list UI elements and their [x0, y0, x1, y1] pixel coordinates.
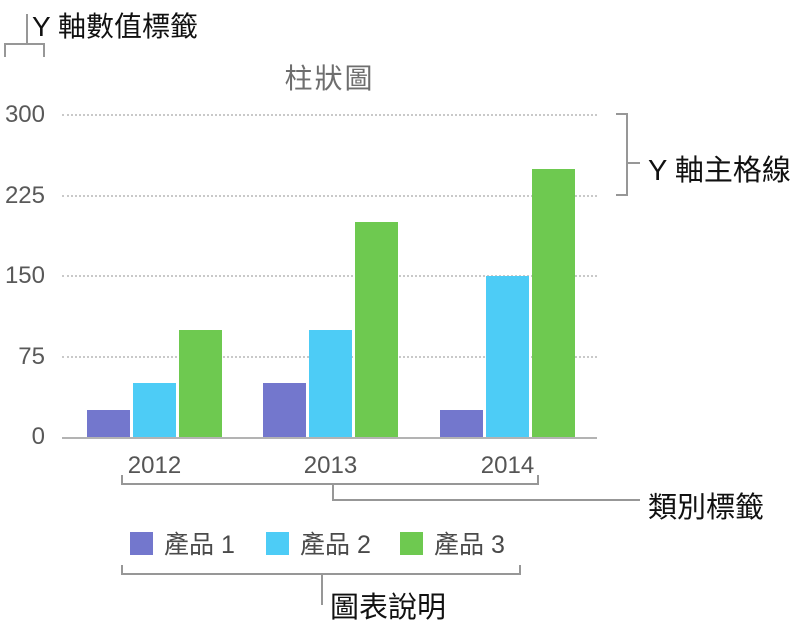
bar	[309, 329, 352, 437]
y-axis-tick-label: 75	[18, 342, 45, 370]
chart-title: 柱狀圖	[284, 63, 375, 94]
annotation-chart-legend: 圖表說明	[330, 592, 447, 624]
y-major-gridline	[62, 275, 597, 277]
bar	[179, 329, 222, 437]
bar	[133, 383, 176, 437]
x-axis-category-label: 2013	[303, 452, 358, 479]
x-axis-line	[62, 437, 597, 439]
y-major-gridline	[62, 194, 597, 197]
bar	[87, 410, 130, 437]
legend-label: 產品 1	[164, 531, 235, 559]
y-major-gridline	[62, 114, 597, 116]
x-axis-category-label: 2012	[127, 452, 182, 479]
annotation-category-labels: 類別標籤	[648, 492, 765, 524]
y-axis-tick-label: 300	[4, 101, 45, 128]
legend-item: 產品 1	[130, 525, 235, 561]
x-axis-category-label: 2014	[480, 452, 535, 479]
legend-swatch	[400, 531, 423, 555]
legend-label: 產品 3	[434, 531, 505, 559]
y-gridline-bracket	[616, 113, 640, 196]
bar	[486, 276, 529, 437]
annotation-y-axis-major-gridlines: Y 軸主格線	[648, 155, 790, 187]
bar	[532, 168, 575, 437]
bar	[355, 222, 398, 437]
y-axis-tick-label: 225	[4, 181, 45, 209]
y-axis-tick-label: 150	[4, 262, 45, 289]
bar	[440, 410, 483, 437]
legend-item: 產品 2	[266, 525, 371, 561]
legend-swatch	[266, 531, 289, 555]
legend-swatch	[130, 531, 153, 555]
legend-bracket	[121, 565, 521, 605]
bar	[263, 383, 306, 437]
annotation-y-axis-value-labels: Y 軸數值標籤	[32, 11, 198, 42]
legend-label: 產品 2	[300, 531, 371, 559]
legend-item: 產品 3	[400, 525, 505, 561]
y-axis-tick-label: 0	[31, 423, 45, 450]
